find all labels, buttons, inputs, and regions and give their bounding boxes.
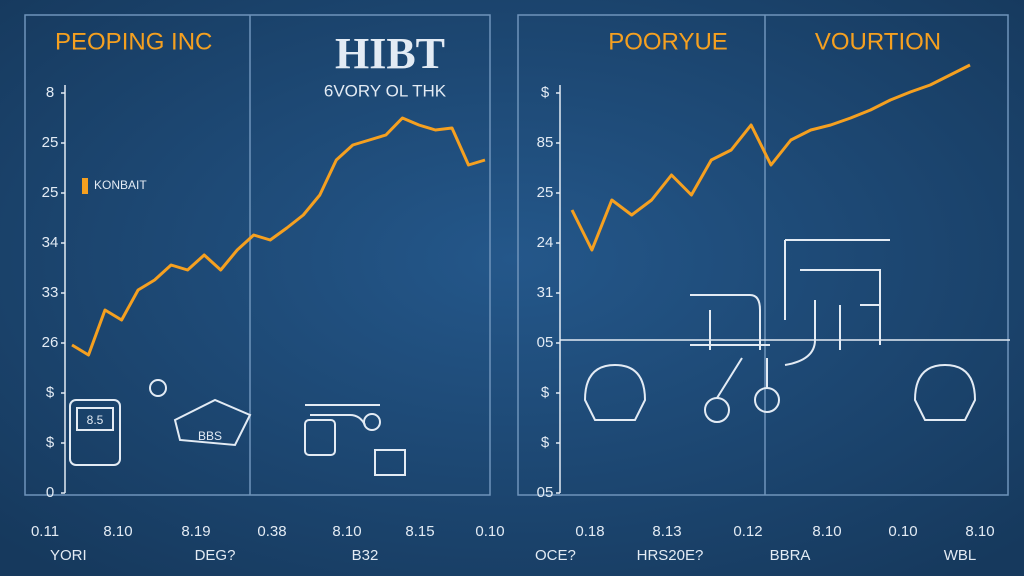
annotation: VOURTION bbox=[815, 28, 941, 55]
x-axis-label: B32 bbox=[352, 547, 379, 564]
x-tick-label: 8.13 bbox=[652, 523, 681, 540]
y-tick-label: 24 bbox=[537, 234, 554, 251]
x-tick-label: 0.12 bbox=[733, 523, 762, 540]
y-tick-label: $ bbox=[541, 434, 550, 451]
x-tick-label: 8.10 bbox=[103, 523, 132, 540]
y-tick-label: $ bbox=[46, 434, 55, 451]
icons bbox=[69, 239, 977, 476]
x-tick-label: 8.10 bbox=[332, 523, 361, 540]
annotation: 8.5 bbox=[87, 413, 104, 427]
legend-swatch bbox=[82, 178, 88, 194]
x-tick-label: 0.10 bbox=[888, 523, 917, 540]
y-tick-label: 25 bbox=[537, 184, 554, 201]
y-tick-label: 31 bbox=[537, 284, 554, 301]
x-tick-label: 8.15 bbox=[405, 523, 434, 540]
x-tick-label: 8.10 bbox=[965, 523, 994, 540]
chart-title: PEOPING INC bbox=[55, 28, 212, 55]
x-axis-label: OCE? bbox=[535, 547, 576, 564]
data-line bbox=[71, 116, 486, 357]
y-tick-label: $ bbox=[541, 84, 550, 101]
y-tick-label: 85 bbox=[537, 134, 554, 151]
annotation: 6VORY OL THK bbox=[324, 81, 447, 100]
y-tick-label: 05 bbox=[537, 334, 554, 351]
x-axis-label: HRS20E? bbox=[637, 547, 704, 564]
panel-frame bbox=[24, 14, 491, 496]
x-axis-label: DEG? bbox=[195, 547, 236, 564]
x-axis-label: BBRA bbox=[770, 547, 811, 564]
y-tick-label: 33 bbox=[42, 284, 59, 301]
x-tick-label: 8.10 bbox=[812, 523, 841, 540]
chart-title: POORYUE bbox=[608, 28, 728, 55]
x-tick-label: 0.11 bbox=[31, 523, 59, 540]
y-tick-label: 34 bbox=[42, 234, 59, 251]
annotation: BBS bbox=[198, 429, 222, 443]
annotation: HIBT bbox=[335, 29, 445, 78]
y-tick-label: 05 bbox=[537, 484, 554, 501]
x-tick-label: 0.18 bbox=[575, 523, 604, 540]
y-tick-label: 8 bbox=[46, 84, 54, 101]
panel-frame bbox=[517, 14, 1009, 496]
x-tick-label: 0.10 bbox=[475, 523, 504, 540]
data-line bbox=[570, 63, 971, 252]
y-tick-label: 25 bbox=[42, 184, 59, 201]
y-tick-label: $ bbox=[541, 384, 550, 401]
legend-label: KONBAIT bbox=[94, 178, 147, 192]
y-tick-label: 25 bbox=[42, 134, 59, 151]
y-tick-label: 0 bbox=[46, 484, 54, 501]
x-axis-label: WBL bbox=[944, 547, 977, 564]
x-tick-label: 0.38 bbox=[257, 523, 286, 540]
y-tick-label: 26 bbox=[42, 334, 59, 351]
y-tick-label: $ bbox=[46, 384, 55, 401]
x-tick-label: 8.19 bbox=[181, 523, 210, 540]
x-axis-label: YORI bbox=[50, 547, 87, 564]
